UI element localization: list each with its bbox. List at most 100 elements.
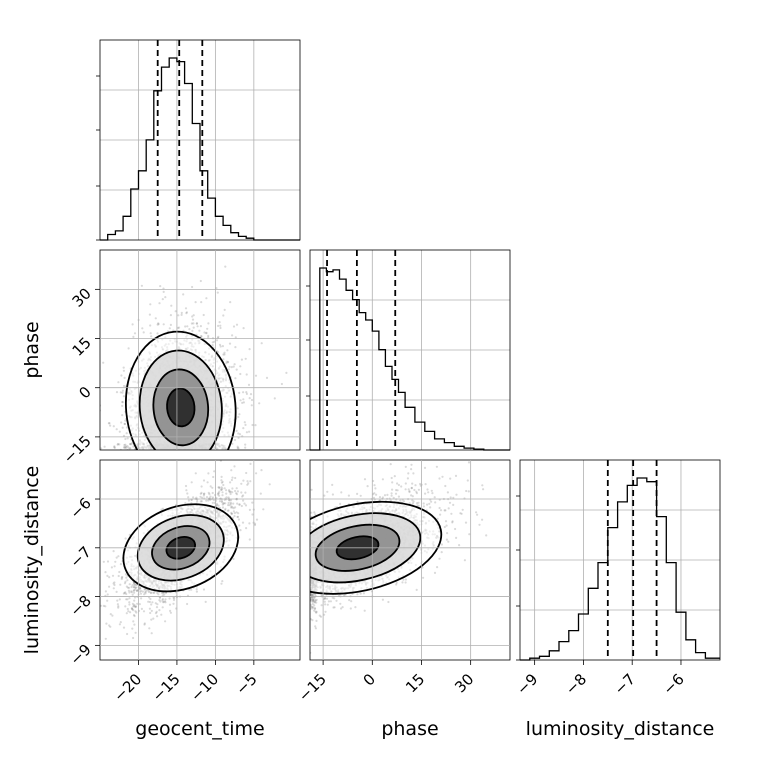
sample-point bbox=[218, 343, 222, 346]
sample-point bbox=[133, 586, 136, 589]
sample-point bbox=[120, 421, 123, 424]
sample-point bbox=[229, 501, 232, 504]
sample-point bbox=[231, 334, 234, 337]
sample-point bbox=[234, 336, 237, 339]
sample-point bbox=[195, 496, 198, 499]
panel-frame bbox=[99, 249, 301, 451]
sample-point bbox=[143, 622, 146, 625]
sample-point bbox=[155, 606, 159, 609]
sample-point bbox=[222, 353, 225, 356]
sample-point bbox=[148, 600, 151, 604]
sample-point bbox=[241, 495, 244, 498]
sample-point bbox=[236, 502, 239, 505]
sample-point bbox=[190, 481, 193, 484]
sample-point bbox=[103, 445, 106, 448]
sample-point bbox=[133, 603, 136, 606]
sample-point bbox=[121, 400, 124, 404]
sample-point bbox=[129, 447, 132, 450]
sample-point bbox=[222, 314, 225, 317]
sample-point bbox=[111, 574, 115, 577]
sample-point bbox=[124, 447, 127, 450]
sample-point bbox=[211, 501, 214, 504]
sample-point bbox=[127, 589, 130, 592]
hist-panel-phase bbox=[306, 249, 511, 451]
sample-point bbox=[242, 327, 245, 330]
sample-point bbox=[230, 478, 233, 482]
sample-point bbox=[260, 469, 263, 472]
sample-point bbox=[130, 590, 133, 593]
sample-point bbox=[202, 588, 206, 591]
sample-point bbox=[126, 632, 129, 636]
sample-point bbox=[111, 614, 114, 617]
sample-point bbox=[141, 327, 144, 330]
sample-point bbox=[248, 430, 251, 433]
sample-point bbox=[95, 620, 97, 622]
sample-point bbox=[164, 601, 167, 604]
sample-point bbox=[251, 513, 254, 516]
sample-point bbox=[153, 591, 156, 595]
sample-point bbox=[123, 422, 127, 425]
sample-point bbox=[107, 422, 110, 425]
sample-point bbox=[172, 602, 175, 605]
sample-point bbox=[129, 611, 132, 614]
sample-point bbox=[115, 428, 118, 431]
sample-point bbox=[191, 329, 194, 332]
sample-point bbox=[240, 504, 243, 508]
sample-point bbox=[235, 368, 238, 371]
sample-point bbox=[123, 376, 126, 379]
sample-point bbox=[231, 442, 234, 445]
sample-point bbox=[232, 507, 235, 510]
sample-point bbox=[232, 365, 235, 368]
sample-point bbox=[215, 287, 218, 290]
sample-point bbox=[184, 325, 187, 328]
sample-point bbox=[134, 605, 137, 608]
sample-point bbox=[124, 419, 127, 422]
sample-point bbox=[106, 599, 109, 602]
sample-point bbox=[208, 493, 211, 496]
sample-point bbox=[241, 521, 245, 524]
sample-point bbox=[236, 515, 239, 519]
sample-point bbox=[154, 317, 157, 320]
sample-point bbox=[229, 481, 232, 484]
sample-point bbox=[221, 491, 224, 494]
sample-point bbox=[124, 443, 127, 446]
sample-point bbox=[227, 509, 230, 512]
sample-point bbox=[187, 499, 190, 502]
sample-point bbox=[205, 332, 208, 335]
sample-point bbox=[200, 335, 203, 338]
sample-point bbox=[188, 328, 191, 331]
sample-point bbox=[233, 363, 236, 366]
scatter-panel-geocent_time-phase bbox=[99, 249, 301, 451]
sample-point bbox=[168, 603, 172, 606]
sample-point bbox=[200, 485, 203, 488]
sample-point bbox=[143, 623, 146, 626]
sample-point bbox=[150, 335, 153, 338]
sample-point bbox=[204, 600, 207, 604]
sample-point bbox=[148, 313, 151, 316]
sample-point bbox=[232, 510, 235, 513]
sample-point bbox=[152, 591, 155, 594]
sample-point bbox=[191, 315, 194, 318]
sample-point bbox=[205, 297, 208, 300]
panel-frame bbox=[519, 459, 721, 661]
sample-point bbox=[285, 371, 288, 374]
sample-point bbox=[168, 597, 171, 600]
sample-point bbox=[194, 301, 197, 304]
sample-point bbox=[146, 589, 149, 592]
sample-point bbox=[258, 402, 261, 405]
sample-point bbox=[128, 583, 131, 586]
sample-point bbox=[93, 635, 95, 637]
sample-point bbox=[124, 580, 127, 583]
sample-point bbox=[129, 442, 132, 446]
sample-point bbox=[234, 489, 237, 493]
sample-point bbox=[126, 598, 129, 601]
sample-point bbox=[245, 452, 247, 454]
sample-point bbox=[122, 369, 125, 372]
sample-point bbox=[160, 613, 163, 616]
sample-point bbox=[131, 602, 134, 606]
sample-point bbox=[249, 462, 252, 465]
sample-point bbox=[216, 493, 219, 496]
sample-point bbox=[130, 443, 133, 446]
sample-point bbox=[206, 327, 209, 330]
sample-point bbox=[105, 622, 108, 625]
